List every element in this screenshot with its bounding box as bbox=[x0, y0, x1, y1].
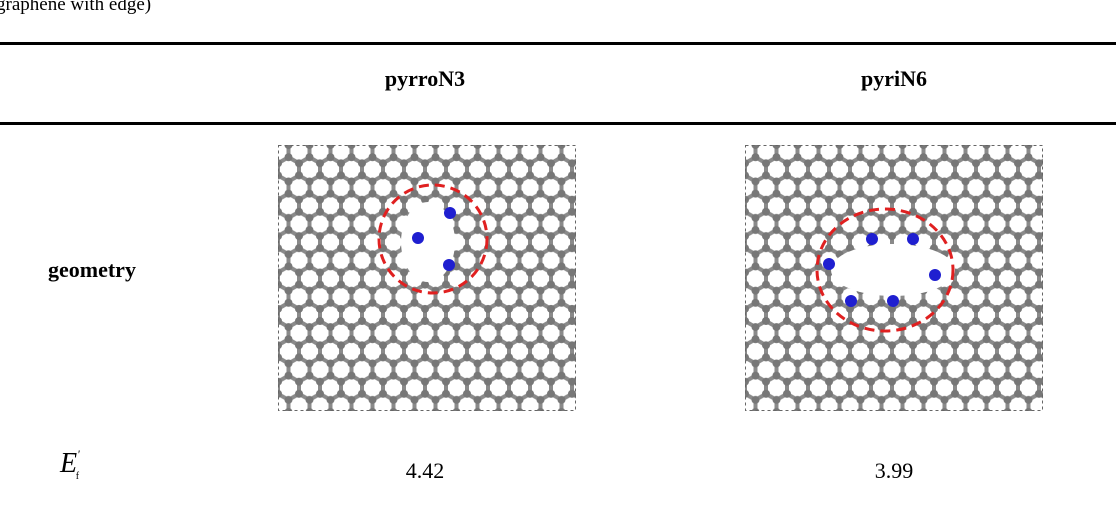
top-rule bbox=[0, 42, 1116, 45]
geometry-image bbox=[745, 145, 1043, 411]
subscript: f bbox=[76, 471, 79, 482]
symbol: E bbox=[60, 448, 77, 479]
cropped-caption: graphene with edge) bbox=[0, 0, 151, 16]
table-page: graphene with edge) pyrroN3 pyriN6 geome… bbox=[0, 0, 1116, 507]
header-rule bbox=[0, 122, 1116, 125]
geometry-image bbox=[278, 145, 576, 411]
superscript: ' bbox=[77, 447, 80, 461]
cell-value: 4.42 bbox=[275, 458, 575, 484]
row-label: E' f bbox=[60, 448, 83, 482]
cell-value: 3.99 bbox=[744, 458, 1044, 484]
column-header: pyriN6 bbox=[744, 66, 1044, 92]
column-header: pyrroN3 bbox=[275, 66, 575, 92]
row-label: geometry bbox=[48, 257, 136, 283]
